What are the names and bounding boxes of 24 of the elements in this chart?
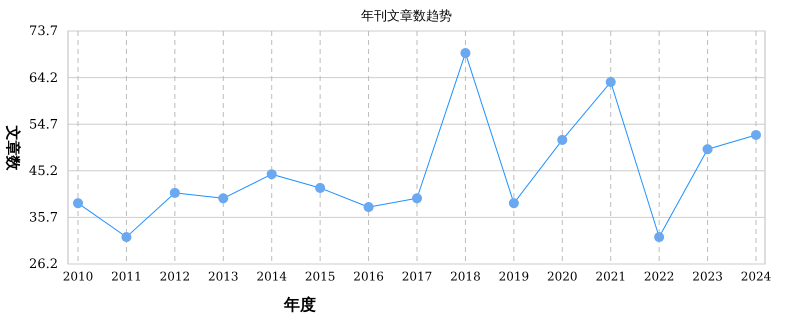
y-tick-label: 73.7	[29, 24, 58, 40]
chart-title: 年刊文章数趋势	[361, 9, 452, 24]
x-tick-label: 2014	[256, 270, 288, 284]
x-tick-label: 2021	[595, 270, 626, 284]
y-tick-label: 54.7	[29, 117, 58, 132]
y-tick-label: 45.2	[29, 164, 58, 179]
x-tick-label: 2024	[740, 270, 772, 284]
x-tick-label: 2012	[160, 270, 190, 284]
x-tick-label: 2018	[450, 270, 481, 284]
x-axis-title: 年度	[283, 295, 316, 314]
x-tick-label: 2017	[402, 270, 432, 284]
y-tick-label: 64.2	[29, 70, 58, 86]
y-tick-label: 26.2	[29, 257, 58, 272]
y-axis-title: 文章数	[4, 124, 22, 172]
x-tick-label: 2023	[692, 270, 723, 284]
x-tick-label: 2010	[62, 270, 94, 284]
x-tick-label: 2022	[644, 270, 674, 284]
x-tick-label: 2019	[498, 270, 530, 284]
x-tick-label: 2013	[208, 270, 239, 284]
x-tick-label: 2011	[111, 270, 142, 284]
x-tick-label: 2020	[547, 270, 578, 284]
y-tick-label: 35.7	[29, 210, 58, 226]
x-tick-label: 2015	[304, 270, 336, 284]
x-tick-label: 2016	[353, 270, 384, 284]
